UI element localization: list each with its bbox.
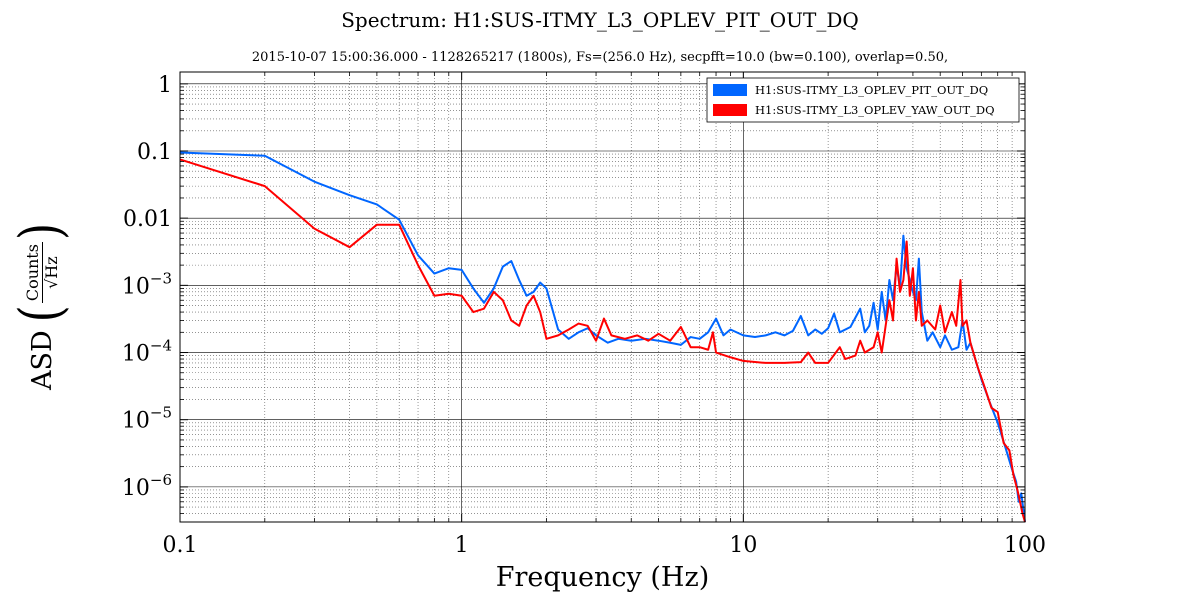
y-tick-label: 0.01: [123, 207, 172, 232]
x-tick-label: 100: [1004, 533, 1046, 558]
x-tick-labels: 0.1 1 10 100: [163, 533, 1047, 558]
y-tick-labels: 1 0.1 0.01 10−3 10−4 10−5 10−6: [122, 73, 172, 501]
legend-label: H1:SUS-ITMY_L3_OPLEV_YAW_OUT_DQ: [755, 103, 995, 117]
y-tick-label: 10−4: [122, 337, 172, 367]
y-tick-label: 10−3: [122, 269, 172, 299]
legend-label: H1:SUS-ITMY_L3_OPLEV_PIT_OUT_DQ: [755, 83, 988, 97]
minor-grid: [180, 72, 1025, 523]
plot-frame: [179, 71, 1026, 523]
y-tick-label: 1: [158, 73, 172, 98]
y-tick-label: 10−6: [122, 471, 172, 501]
x-tick-label: 1: [455, 533, 469, 558]
series-layer: [179, 151, 1026, 523]
x-tick-label: 0.1: [163, 533, 198, 558]
legend-box: [706, 77, 1020, 123]
chart-title: Spectrum: H1:SUS-ITMY_L3_OPLEV_PIT_OUT_D…: [341, 8, 859, 32]
series-line-pit: [179, 151, 1026, 523]
legend-swatch: [713, 84, 747, 96]
axis-ticks: [179, 72, 1026, 523]
chart-subtitle: 2015-10-07 15:00:36.000 - 1128265217 (18…: [251, 50, 949, 65]
x-axis-label: Frequency (Hz): [495, 562, 710, 593]
series-line-yaw: [179, 158, 1026, 523]
legend-swatch: [713, 104, 747, 116]
y-tick-label: 10−5: [122, 404, 172, 434]
major-grid: [179, 72, 1025, 522]
y-tick-label: 0.1: [137, 140, 172, 165]
x-tick-label: 10: [729, 533, 757, 558]
legend: H1:SUS-ITMY_L3_OPLEV_PIT_OUT_DQ H1:SUS-IT…: [706, 77, 1020, 123]
